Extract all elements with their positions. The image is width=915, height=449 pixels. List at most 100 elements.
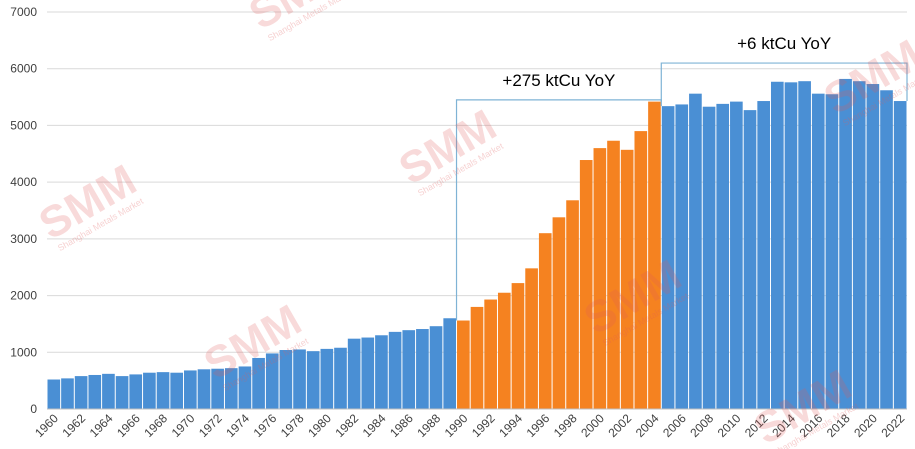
- bar-1999: [579, 160, 593, 409]
- bar-1968: [156, 372, 170, 409]
- bar-1964: [102, 373, 115, 409]
- bar-2000: [593, 148, 607, 409]
- bar-1974: [238, 366, 252, 409]
- bar-2003: [634, 131, 648, 409]
- bar-2013: [770, 81, 784, 409]
- bar-2006: [675, 104, 689, 410]
- bar-1994: [511, 283, 525, 409]
- bar-1961: [61, 378, 74, 409]
- bar-1998: [566, 200, 579, 409]
- bar-1969: [170, 372, 184, 409]
- annotations: +275 ktCu YoY +6 ktCu YoY: [455, 34, 908, 321]
- x-tick-label: 1968: [141, 411, 170, 440]
- x-tick-label: 1964: [87, 411, 116, 440]
- bar-1970: [184, 370, 197, 409]
- bar-1976: [265, 353, 279, 409]
- bar-1993: [497, 292, 511, 409]
- annotation-bracket: [660, 62, 908, 107]
- bar-1992: [484, 299, 497, 409]
- bar-1988: [429, 326, 443, 409]
- x-tick-label: 2020: [851, 411, 880, 440]
- x-tick-label: 1998: [551, 411, 580, 440]
- x-tick-label: 2010: [715, 411, 744, 440]
- bar-2018: [839, 78, 852, 410]
- bars: [47, 78, 907, 410]
- bar-1985: [388, 331, 402, 409]
- bar-1989: [443, 318, 457, 409]
- y-tick-label: 1000: [10, 345, 37, 359]
- y-tick-label: 7000: [10, 5, 37, 19]
- y-axis: 0 1000 2000 3000 4000 5000 6000 7000: [10, 5, 37, 416]
- y-tick-label: 4000: [10, 175, 37, 189]
- x-tick-label: 1972: [196, 411, 225, 440]
- y-tick-label: 5000: [10, 118, 37, 132]
- bar-1997: [552, 217, 566, 409]
- bar-1975: [252, 357, 265, 409]
- bar-2008: [702, 106, 716, 409]
- bar-1963: [88, 374, 102, 409]
- bar-2019: [852, 81, 866, 409]
- x-tick-label: 2008: [687, 411, 716, 440]
- bar-1996: [538, 233, 552, 409]
- bar-1973: [224, 368, 238, 409]
- x-tick-label: 1984: [360, 411, 389, 440]
- bar-1986: [402, 330, 416, 409]
- bar-1960: [47, 379, 61, 409]
- bar-2012: [757, 101, 770, 409]
- bar-1991: [470, 306, 484, 409]
- x-tick-label: 1966: [114, 411, 143, 440]
- bar-2014: [784, 82, 798, 409]
- bar-1978: [293, 349, 306, 409]
- bar-2022: [893, 101, 907, 409]
- x-tick-label: 1986: [387, 411, 416, 440]
- x-tick-label: 1996: [524, 411, 553, 440]
- bar-2005: [661, 106, 675, 409]
- x-tick-label: 2000: [578, 411, 607, 440]
- y-tick-label: 0: [30, 402, 37, 416]
- bar-2016: [811, 93, 825, 409]
- y-tick-label: 2000: [10, 289, 37, 303]
- bar-2007: [689, 93, 702, 409]
- bar-2002: [620, 149, 634, 409]
- annotation-label: +6 ktCu YoY: [737, 34, 831, 53]
- bar-1967: [143, 372, 156, 409]
- bar-2010: [730, 101, 743, 409]
- y-tick-label: 6000: [10, 62, 37, 76]
- bar-1984: [375, 335, 388, 409]
- x-tick-label: 2006: [660, 411, 689, 440]
- x-tick-label: 1978: [278, 411, 307, 440]
- bar-1987: [416, 329, 429, 409]
- bar-2020: [866, 84, 880, 409]
- bar-2021: [880, 90, 893, 409]
- bar-1977: [279, 350, 293, 409]
- bar-2001: [607, 140, 620, 409]
- bar-1982: [347, 338, 361, 409]
- x-tick-label: 1980: [305, 411, 334, 440]
- bar-2015: [798, 81, 811, 409]
- x-tick-label: 2002: [605, 411, 634, 440]
- bar-1983: [361, 337, 375, 409]
- bar-1962: [74, 376, 88, 409]
- bar-2011: [743, 110, 757, 409]
- x-tick-label: 1992: [469, 411, 498, 440]
- bar-1995: [525, 268, 538, 409]
- gridlines: [47, 11, 907, 353]
- x-tick-label: 1990: [442, 411, 471, 440]
- annotation-label: +275 ktCu YoY: [502, 71, 615, 90]
- x-tick-label: 1974: [223, 411, 252, 440]
- x-tick-label: 1976: [251, 411, 280, 440]
- bar-1966: [129, 374, 143, 409]
- x-tick-label: 2022: [879, 411, 908, 440]
- bar-1965: [115, 376, 129, 409]
- bar-1980: [320, 348, 334, 409]
- x-tick-label: 1994: [496, 411, 525, 440]
- bar-2009: [716, 103, 730, 410]
- bar-1972: [211, 368, 224, 409]
- y-tick-label: 3000: [10, 232, 37, 246]
- x-tick-label: 2004: [633, 411, 662, 440]
